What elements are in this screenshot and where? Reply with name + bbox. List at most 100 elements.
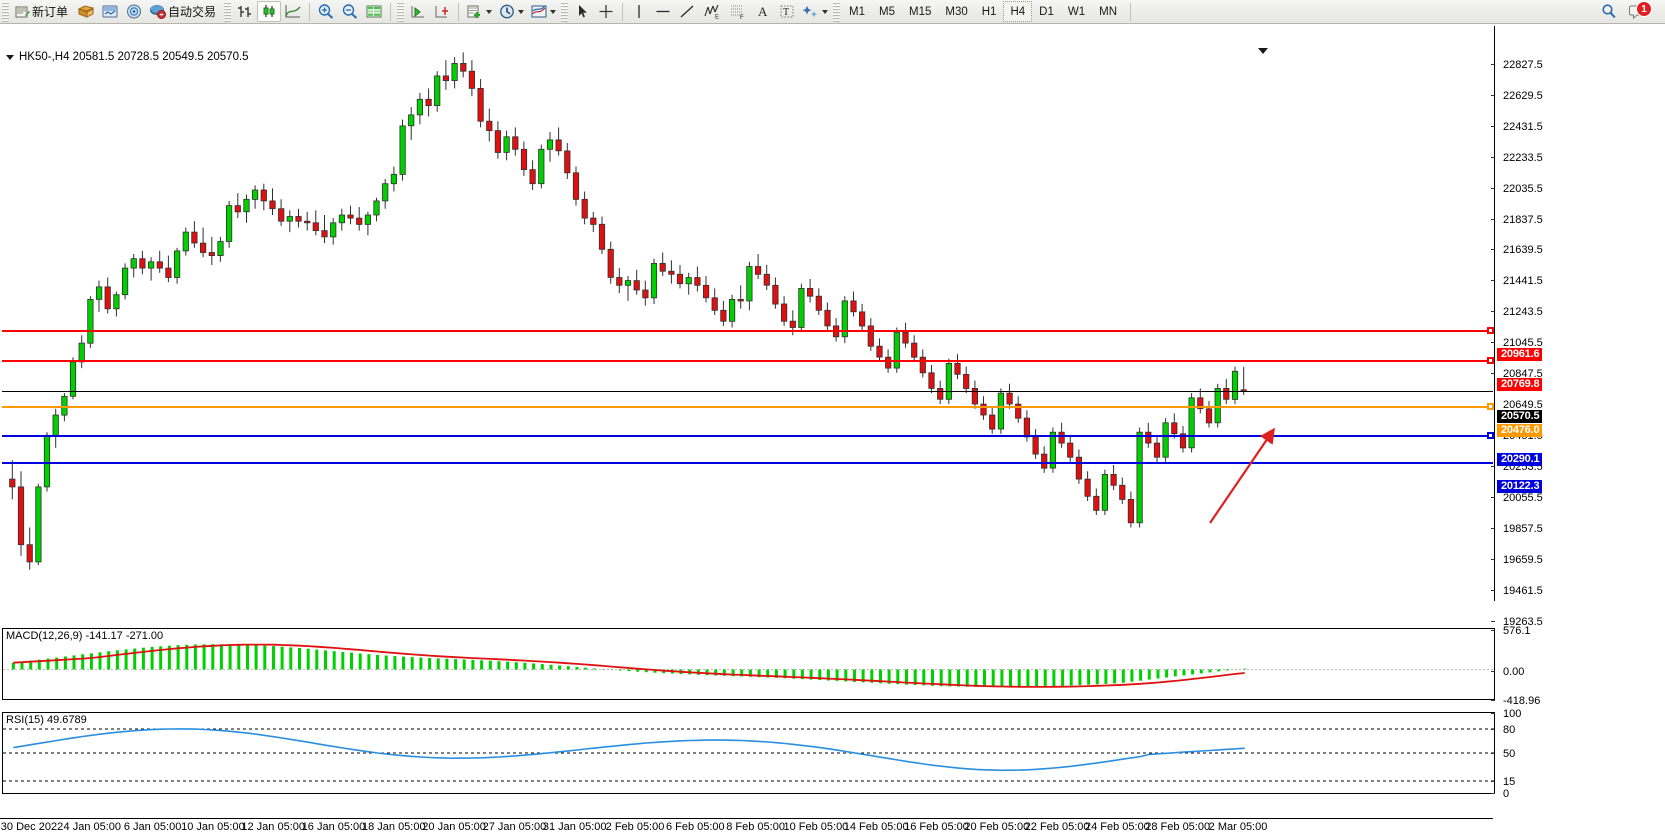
auto-trading-label: 自动交易 <box>168 5 217 19</box>
indicators-icon[interactable] <box>463 1 495 22</box>
price-tag-support-upper[interactable]: 20290.1 <box>1497 453 1543 467</box>
templates-icon[interactable] <box>527 1 559 22</box>
timeframe-w1[interactable]: W1 <box>1067 5 1086 18</box>
text-icon[interactable]: A <box>751 1 775 22</box>
horizontal-line-icon[interactable] <box>651 1 675 22</box>
time-scale[interactable]: 30 Dec 2022 4 Jan 05:00 6 Jan 05:00 10 Jan … <box>0 818 1493 838</box>
objects-icon[interactable] <box>799 1 831 22</box>
date-tick: 8 Feb 05:00 <box>726 821 785 833</box>
price-tick: 21639.5 <box>1491 245 1543 256</box>
data-window-icon[interactable] <box>362 1 386 22</box>
date-tick: 20 Feb 05:00 <box>964 821 1030 833</box>
timeframe-m5[interactable]: M5 <box>879 5 895 18</box>
auto-trading-button[interactable]: 自动交易 <box>146 1 222 22</box>
chart-area[interactable]: HK50-,H4 20581.5 20728.5 20549.5 20570.5 <box>0 24 1665 840</box>
date-tick: 6 Feb 05:00 <box>665 821 725 833</box>
alerts-icon[interactable]: 1 <box>1625 1 1652 22</box>
price-tag-support-lower[interactable]: 20122.3 <box>1497 479 1543 493</box>
rsi-label: RSI(15) 49.6789 <box>6 714 90 726</box>
timeframe-m1[interactable]: M1 <box>849 5 866 18</box>
svg-text:A: A <box>758 4 768 19</box>
signals-icon[interactable] <box>122 1 146 22</box>
toolbar-grip-4[interactable] <box>561 1 569 22</box>
toolbar-divider-1 <box>309 2 311 21</box>
price-tick: 19263.5 <box>1491 616 1543 627</box>
chart-marker-icon <box>1258 48 1268 54</box>
rsi-plot <box>3 728 1494 782</box>
trend-arrow-annotation[interactable] <box>1192 421 1292 531</box>
price-tick: 21441.5 <box>1491 276 1543 287</box>
elliott-wave-icon[interactable]: E <box>699 1 725 22</box>
zoom-out-icon[interactable] <box>338 1 362 22</box>
indicators-dropdown-caret[interactable] <box>486 9 493 14</box>
price-tick: 22827.5 <box>1491 59 1543 70</box>
price-scale[interactable]: 22827.5 22629.5 22431.5 22233.5 22035.5 21837… <box>1490 50 1663 800</box>
auto-scroll-icon[interactable] <box>406 1 430 22</box>
macd-pane[interactable]: MACD(12,26,9) -141.17 -271.00 <box>2 628 1495 700</box>
timeframe-h1[interactable]: H1 <box>981 5 997 18</box>
price-pane[interactable] <box>2 26 1495 601</box>
toolbar-divider-5 <box>1130 2 1131 21</box>
date-tick: 22 Feb 05:00 <box>1024 821 1090 833</box>
price-tick: 20253.5 <box>1491 462 1543 473</box>
date-tick: 12 Jan 05:00 <box>241 821 305 833</box>
chart-shift-icon[interactable] <box>430 1 454 22</box>
date-tick: 20 Jan 05:00 <box>422 821 486 833</box>
macd-plot <box>3 643 1494 688</box>
text-label-icon[interactable]: T <box>775 1 799 22</box>
price-tick: 19857.5 <box>1491 523 1543 534</box>
timeframe-d1[interactable]: D1 <box>1039 5 1054 18</box>
toolbar-grip-2[interactable] <box>224 1 232 22</box>
toolbar-grip-5[interactable] <box>833 1 841 22</box>
toolbar-grip-3[interactable] <box>397 1 405 22</box>
zoom-in-icon[interactable] <box>314 1 338 22</box>
macd-tick: 0.00 <box>1490 666 1524 677</box>
chart-symbol-ohlc-label: HK50-,H4 20581.5 20728.5 20549.5 20570.5 <box>19 51 249 63</box>
date-tick: 14 Feb 05:00 <box>843 821 909 833</box>
new-order-button[interactable]: 新订单 <box>11 1 74 22</box>
rsi-tick: 100 <box>1490 709 1521 720</box>
line-chart-icon[interactable] <box>281 1 305 22</box>
price-tick: 20847.5 <box>1491 369 1543 380</box>
bar-chart-icon[interactable] <box>233 1 257 22</box>
fibonacci-icon[interactable]: F <box>725 1 751 22</box>
timeframe-mn[interactable]: MN <box>1099 5 1117 18</box>
rsi-pane[interactable]: RSI(15) 49.6789 <box>2 712 1495 794</box>
candlestick-chart-icon[interactable] <box>257 1 282 22</box>
price-tag-entry-level[interactable]: 20476.0 <box>1497 424 1543 438</box>
templates-dropdown-caret[interactable] <box>550 9 557 14</box>
toolbar-divider-4 <box>622 2 624 21</box>
cursor-icon[interactable] <box>570 1 594 22</box>
price-tick: 21837.5 <box>1491 214 1543 225</box>
toolbar-grip[interactable] <box>2 1 9 22</box>
svg-text:F: F <box>740 15 744 20</box>
vertical-line-icon[interactable] <box>627 1 651 22</box>
timeframe-h4[interactable]: H4 <box>1003 1 1033 22</box>
objects-dropdown-caret[interactable] <box>822 9 829 14</box>
date-tick: 28 Feb 05:00 <box>1145 821 1211 833</box>
trendline-icon[interactable] <box>675 1 699 22</box>
rsi-tick: 50 <box>1490 749 1515 760</box>
date-tick: 18 Jan 05:00 <box>361 821 426 833</box>
search-icon[interactable] <box>1597 1 1621 22</box>
date-tick: 31 Jan 05:00 <box>542 821 607 833</box>
price-tag-current-price[interactable]: 20570.5 <box>1497 409 1543 423</box>
price-tag-resistance-upper[interactable]: 20961.6 <box>1497 348 1543 362</box>
rsi-tick: 15 <box>1490 777 1515 788</box>
svg-text:T: T <box>783 7 789 18</box>
period-icon[interactable] <box>495 1 527 22</box>
price-tag-resistance-lower[interactable]: 20769.8 <box>1497 378 1543 392</box>
crosshair-icon[interactable] <box>594 1 618 22</box>
price-tick: 22233.5 <box>1491 152 1543 163</box>
date-tick: 27 Jan 05:00 <box>482 821 547 833</box>
new-order-label: 新订单 <box>32 5 69 19</box>
period-dropdown-caret[interactable] <box>518 9 525 14</box>
chart-collapse-icon[interactable] <box>6 54 14 60</box>
main-toolbar: 新订单 <box>0 0 1665 24</box>
timeframe-m30[interactable]: M30 <box>945 5 968 18</box>
macd-tick: -418.96 <box>1490 696 1540 707</box>
profile-icon[interactable] <box>74 1 98 22</box>
chart-symbol-header[interactable]: HK50-,H4 20581.5 20728.5 20549.5 20570.5 <box>6 51 249 63</box>
timeframe-m15[interactable]: M15 <box>909 5 932 18</box>
market-watch-icon[interactable] <box>98 1 122 22</box>
